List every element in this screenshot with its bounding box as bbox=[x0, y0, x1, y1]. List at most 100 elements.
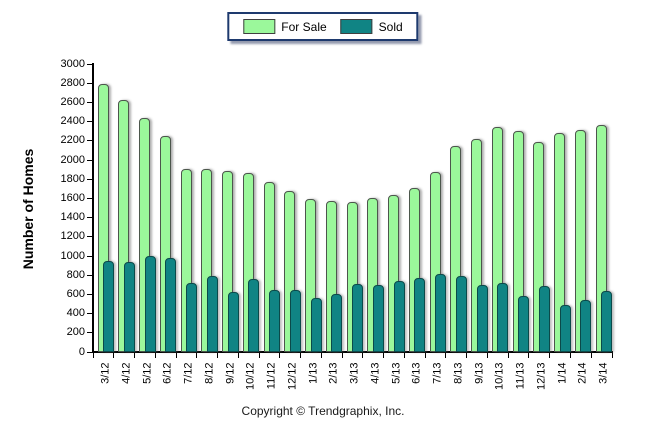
chart-legend: For Sale Sold bbox=[227, 12, 419, 41]
y-axis-tick-label: 1000 bbox=[60, 249, 85, 262]
bar-sold-3-13 bbox=[352, 284, 364, 352]
y-axis-tick-label: 3000 bbox=[60, 57, 85, 70]
bar-sold-10-13 bbox=[497, 283, 509, 352]
y-axis-tick bbox=[87, 236, 93, 238]
x-axis-label-11-13: 11/13 bbox=[514, 362, 527, 390]
bar-sold-5-12 bbox=[144, 256, 156, 352]
y-axis-tick bbox=[87, 121, 93, 123]
copyright-text: Copyright © Trendgraphix, Inc. bbox=[241, 404, 405, 418]
x-axis-tick bbox=[611, 353, 613, 358]
y-axis-tick bbox=[87, 178, 93, 180]
y-axis-tick-label: 1200 bbox=[60, 230, 85, 243]
bar-sold-10-12 bbox=[248, 279, 260, 352]
x-axis-tick bbox=[590, 353, 592, 358]
x-axis-label-6-12: 6/12 bbox=[161, 362, 174, 384]
y-axis-tick bbox=[87, 255, 93, 257]
y-axis-tick bbox=[87, 351, 93, 353]
y-axis-tick bbox=[87, 101, 93, 103]
y-axis-tick-label: 1600 bbox=[60, 191, 85, 204]
y-axis-tick-label: 2400 bbox=[60, 115, 85, 128]
x-axis-label-3-13: 3/13 bbox=[348, 362, 361, 384]
x-axis-label-5-13: 5/13 bbox=[390, 362, 403, 384]
y-axis-tick-label: 1800 bbox=[60, 172, 85, 185]
x-axis-tick bbox=[528, 353, 530, 358]
bar-sold-5-13 bbox=[393, 281, 405, 352]
x-axis-label-10-13: 10/13 bbox=[493, 362, 506, 391]
x-axis-tick bbox=[320, 353, 322, 358]
x-axis-label-7-12: 7/12 bbox=[182, 362, 195, 384]
bar-sold-1-13 bbox=[310, 298, 322, 352]
y-axis-tick-label: 600 bbox=[66, 287, 85, 300]
bar-sold-2-14 bbox=[580, 300, 592, 352]
x-axis-tick bbox=[154, 353, 156, 358]
bar-sold-11-13 bbox=[518, 296, 530, 352]
y-axis-tick-label: 400 bbox=[66, 307, 85, 320]
bar-sold-9-13 bbox=[476, 285, 488, 352]
y-axis-tick bbox=[87, 82, 93, 84]
x-axis-label-4-12: 4/12 bbox=[120, 362, 133, 384]
bar-sold-12-13 bbox=[538, 286, 550, 352]
x-axis-tick bbox=[549, 353, 551, 358]
x-axis-tick bbox=[134, 353, 136, 358]
x-axis-label-2-14: 2/14 bbox=[576, 362, 589, 384]
x-axis-tick bbox=[258, 353, 260, 358]
x-axis-tick bbox=[113, 353, 115, 358]
sold-swatch-icon bbox=[340, 19, 373, 34]
x-axis-tick bbox=[196, 353, 198, 358]
y-axis-tick bbox=[87, 63, 93, 65]
for-sale-swatch-icon bbox=[243, 19, 276, 34]
bar-sold-7-12 bbox=[186, 283, 198, 352]
bar-sold-2-13 bbox=[331, 294, 343, 352]
legend-label-for-sale: For Sale bbox=[281, 19, 327, 34]
x-axis-label-12-12: 12/12 bbox=[286, 362, 299, 391]
y-axis-tick bbox=[87, 332, 93, 334]
y-axis-line bbox=[92, 63, 94, 353]
x-axis-label-1-14: 1/14 bbox=[556, 362, 569, 384]
x-axis-tick bbox=[341, 353, 343, 358]
x-axis-label-9-13: 9/13 bbox=[473, 362, 486, 384]
x-axis-label-12-13: 12/13 bbox=[535, 362, 548, 391]
x-axis-tick bbox=[507, 353, 509, 358]
y-axis-tick bbox=[87, 217, 93, 219]
x-axis-label-3-12: 3/12 bbox=[99, 362, 112, 384]
y-axis-tick-label: 800 bbox=[66, 268, 85, 281]
x-axis-label-9-12: 9/12 bbox=[224, 362, 237, 384]
x-axis-tick bbox=[279, 353, 281, 358]
x-axis-tick bbox=[445, 353, 447, 358]
x-axis-label-1-13: 1/13 bbox=[307, 362, 320, 384]
x-axis-tick bbox=[383, 353, 385, 358]
y-axis-tick-label: 2000 bbox=[60, 153, 85, 166]
x-axis-label-4-13: 4/13 bbox=[369, 362, 382, 384]
x-axis-tick bbox=[362, 353, 364, 358]
x-axis-label-8-12: 8/12 bbox=[203, 362, 216, 384]
bar-sold-12-12 bbox=[289, 290, 301, 352]
y-axis-tick-label: 200 bbox=[66, 326, 85, 339]
y-axis-tick bbox=[87, 159, 93, 161]
y-axis-tick bbox=[87, 293, 93, 295]
x-axis-tick bbox=[237, 353, 239, 358]
bar-sold-6-13 bbox=[414, 278, 426, 352]
bar-sold-4-13 bbox=[372, 285, 384, 352]
x-axis-label-6-13: 6/13 bbox=[410, 362, 423, 384]
x-axis-line bbox=[92, 351, 613, 353]
x-axis-label-10-12: 10/12 bbox=[244, 362, 257, 391]
y-axis-tick bbox=[87, 140, 93, 142]
x-axis-tick bbox=[175, 353, 177, 358]
bar-sold-4-12 bbox=[123, 262, 135, 352]
y-axis-tick-label: 2800 bbox=[60, 76, 85, 89]
x-axis-label-2-13: 2/13 bbox=[327, 362, 340, 384]
bar-sold-6-12 bbox=[165, 258, 177, 352]
bar-sold-3-14 bbox=[601, 291, 613, 352]
bar-sold-1-14 bbox=[559, 305, 571, 352]
bar-sold-11-12 bbox=[269, 290, 281, 352]
y-axis-tick bbox=[87, 274, 93, 276]
bar-sold-7-13 bbox=[435, 274, 447, 352]
bar-sold-3-12 bbox=[103, 261, 114, 352]
x-axis-tick bbox=[92, 353, 94, 358]
y-axis-tick bbox=[87, 197, 93, 199]
x-axis-tick bbox=[486, 353, 488, 358]
bar-sold-9-12 bbox=[227, 292, 239, 352]
y-axis-tick-label: 0 bbox=[78, 345, 85, 358]
y-axis-tick-label: 2200 bbox=[60, 134, 85, 147]
